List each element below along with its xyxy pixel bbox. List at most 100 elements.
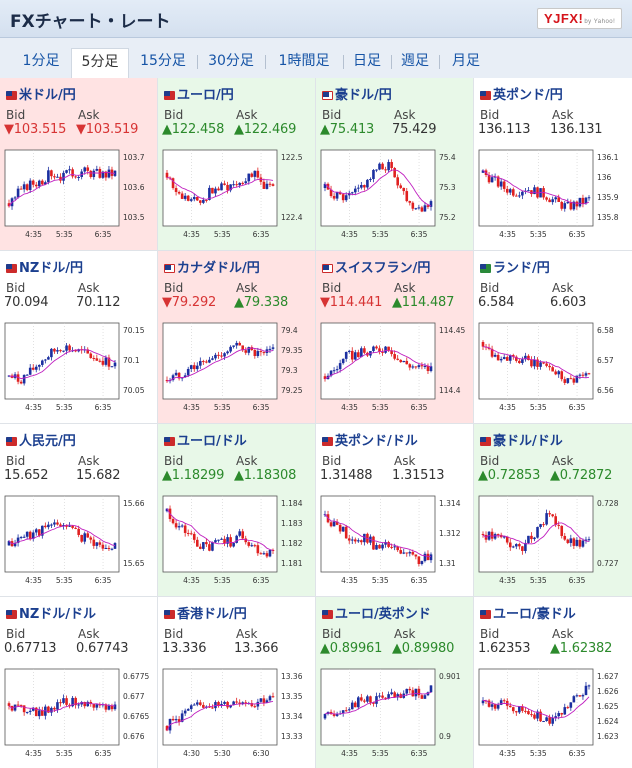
candle-down	[481, 534, 485, 535]
pair-title[interactable]: 香港ドル/円	[164, 603, 247, 622]
y-tick-label: 1.314	[439, 499, 461, 508]
candle-down	[171, 718, 175, 721]
pair-title[interactable]: ユーロ/ドル	[164, 430, 247, 449]
x-tick-label: 4:35	[499, 576, 516, 585]
candlestick-chart[interactable]: 75.4 75.3 75.2 4:35 5:35 6:35	[319, 144, 469, 246]
candle-down	[7, 203, 11, 207]
tab-weekly[interactable]: 週足	[401, 53, 429, 69]
candle-down	[244, 702, 248, 704]
candle-up	[350, 192, 354, 194]
pair-title[interactable]: NZドル/ドル	[6, 603, 96, 622]
candlestick-chart[interactable]: 122.5 122.4 4:35 5:35 6:35	[161, 144, 311, 246]
x-tick-label: 5:35	[214, 230, 231, 239]
bid-value: ▼103.515	[4, 122, 67, 137]
candlestick-chart[interactable]: 79.4 79.35 79.3 79.25 4:35 5:35 6:35	[161, 317, 311, 419]
tab-1hour[interactable]: 1時間足	[278, 53, 330, 69]
bid-label: Bid	[6, 281, 26, 295]
tab-daily[interactable]: 日足	[353, 53, 381, 69]
candle-down	[186, 195, 190, 201]
rate-cell[interactable]: 英ポンド/ドル Bid Ask 1.31488 1.31513 1.314 1.312 1.3…	[316, 424, 473, 596]
candle-down	[417, 688, 421, 696]
candle-up	[37, 710, 41, 717]
candlestick-chart[interactable]: 1.627 1.626 1.625 1.624 1.623 4:35 5:35 6:35	[477, 663, 627, 765]
pair-title[interactable]: NZドル/円	[6, 257, 83, 276]
pair-title[interactable]: ユーロ/豪ドル	[480, 603, 576, 622]
candle-down	[530, 714, 533, 716]
pair-title[interactable]: ユーロ/円	[164, 84, 234, 103]
candle-up	[22, 374, 26, 384]
candle-up	[508, 355, 512, 361]
candlestick-chart[interactable]: 114.45 114.4 4:35 5:35 6:35	[319, 317, 469, 419]
candlestick-chart[interactable]: 0.6775 0.677 0.6765 0.676 4:35 5:35 6:35	[3, 663, 153, 765]
tab-30min[interactable]: 30分足	[208, 53, 254, 69]
rate-cell[interactable]: カナダドル/円 Bid Ask ▼79.292 ▲79.338 79.4 79.35 79.3…	[158, 251, 315, 423]
candle-up	[423, 205, 427, 212]
candle-up	[244, 181, 248, 184]
tab-5min[interactable]: 5分足	[71, 48, 129, 78]
candlestick-chart[interactable]: 1.314 1.312 1.31 4:35 5:35 6:35	[319, 490, 469, 592]
pair-title[interactable]: 英ポンド/ドル	[322, 430, 418, 449]
rate-cell[interactable]: NZドル/円 Bid Ask 70.094 70.112 70.15 70.1 70.05 4:…	[0, 251, 157, 423]
candle-down	[533, 714, 536, 719]
candlestick-chart[interactable]: 13.36 13.35 13.34 13.33 4:30 5:30 6:30	[161, 663, 311, 765]
rate-cell[interactable]: ランド/円 Bid Ask 6.584 6.603 6.58 6.57 6.56 4:35 5:3…	[474, 251, 632, 423]
x-tick-label: 6:35	[411, 749, 428, 758]
candle-down	[341, 194, 345, 201]
candle-up	[13, 542, 17, 547]
rate-cell[interactable]: 米ドル/円 Bid Ask ▼103.515 ▼103.519 103.7 103.6 103…	[0, 78, 157, 250]
candlestick-chart[interactable]: 15.66 15.65 4:35 5:35 6:35	[3, 490, 153, 592]
rate-cell[interactable]: 人民元/円 Bid Ask 15.652 15.682 15.66 15.65 4:35 5:3…	[0, 424, 157, 596]
pair-title[interactable]: カナダドル/円	[164, 257, 260, 276]
rate-cell[interactable]: NZドル/ドル Bid Ask 0.67713 0.67743 0.6775 0.677 0.…	[0, 597, 157, 768]
candle-up	[65, 345, 68, 351]
yjfx-logo[interactable]: YJFX!by Yahoo!	[537, 8, 622, 29]
rate-cell[interactable]: スイスフラン/円 Bid Ask ▼114.441 ▲114.487 114.45 114.…	[316, 251, 473, 423]
candle-up	[241, 702, 245, 704]
bid-label: Bid	[164, 627, 184, 641]
pair-title[interactable]: スイスフラン/円	[322, 257, 430, 276]
rate-cell[interactable]: ユーロ/豪ドル Bid Ask 1.62353 ▲1.62382 1.627 1.626 1.…	[474, 597, 632, 768]
candle-up	[229, 705, 232, 708]
candlestick-chart[interactable]: 136.1 136 135.9 135.8 4:35 5:35 6:35	[477, 144, 627, 246]
tab-monthly[interactable]: 月足	[452, 53, 480, 69]
rate-cell[interactable]: ユーロ/円 Bid Ask ▲122.458 ▲122.469 122.5 122.4 4:3…	[158, 78, 315, 250]
y-tick-label: 79.25	[281, 386, 303, 395]
candle-down	[426, 553, 430, 561]
y-tick-label: 1.625	[597, 702, 619, 711]
pair-title[interactable]: 米ドル/円	[6, 84, 76, 103]
candle-up	[211, 542, 214, 551]
candle-down	[390, 546, 393, 548]
candlestick-chart[interactable]: 0.728 0.727 4:35 5:35 6:35	[477, 490, 627, 592]
pair-title[interactable]: 豪ドル/円	[322, 84, 392, 103]
candle-up	[566, 202, 570, 204]
flag-icon	[164, 264, 175, 273]
pair-title[interactable]: ユーロ/英ポンド	[322, 603, 431, 622]
moving-average-line	[482, 522, 590, 545]
pair-title[interactable]: 人民元/円	[6, 430, 76, 449]
candlestick-chart[interactable]: 0.901 0.9 4:35 5:35 6:35	[319, 663, 469, 765]
pair-name: 英ポンド/ドル	[335, 434, 418, 449]
candlestick-chart[interactable]: 1.184 1.183 1.182 1.181 4:35 5:35 6:35	[161, 490, 311, 592]
candlestick-chart[interactable]: 6.58 6.57 6.56 4:35 5:35 6:35	[477, 317, 627, 419]
tab-1min[interactable]: 1分足	[22, 53, 60, 69]
x-tick-label: 6:35	[411, 403, 428, 412]
logo-sub: by Yahoo!	[584, 19, 616, 25]
candlestick-chart[interactable]: 103.7 103.6 103.5 4:35 5:35 6:35	[3, 144, 153, 246]
candlestick-chart[interactable]: 70.15 70.1 70.05 4:35 5:35 6:35	[3, 317, 153, 419]
rate-cell[interactable]: 香港ドル/円 Bid Ask 13.336 13.366 13.36 13.35 13.34 1…	[158, 597, 315, 768]
rate-cell[interactable]: 豪ドル/ドル Bid Ask ▲0.72853 ▲0.72872 0.728 0.727 4:…	[474, 424, 632, 596]
candle-up	[551, 717, 554, 724]
flag-icon	[322, 264, 333, 273]
bid-label: Bid	[322, 627, 342, 641]
candle-down	[329, 522, 333, 527]
candle-up	[62, 698, 65, 703]
rate-cell[interactable]: ユーロ/ドル Bid Ask ▲1.18299 ▲1.18308 1.184 1.183 1.…	[158, 424, 315, 596]
candle-down	[530, 360, 533, 367]
pair-title[interactable]: 英ポンド/円	[480, 84, 563, 103]
pair-title[interactable]: 豪ドル/ドル	[480, 430, 563, 449]
rate-cell[interactable]: 英ポンド/円 Bid Ask 136.113 136.131 136.1 136 135.9 1…	[474, 78, 632, 250]
rate-cell[interactable]: 豪ドル/円 Bid Ask ▲75.413 75.429 75.4 75.3 75.2 4:35…	[316, 78, 473, 250]
pair-title[interactable]: ランド/円	[480, 257, 550, 276]
tab-15min[interactable]: 15分足	[140, 53, 186, 69]
rate-cell[interactable]: ユーロ/英ポンド Bid Ask ▲0.89961 ▲0.89980 0.901 0.9 4:…	[316, 597, 473, 768]
